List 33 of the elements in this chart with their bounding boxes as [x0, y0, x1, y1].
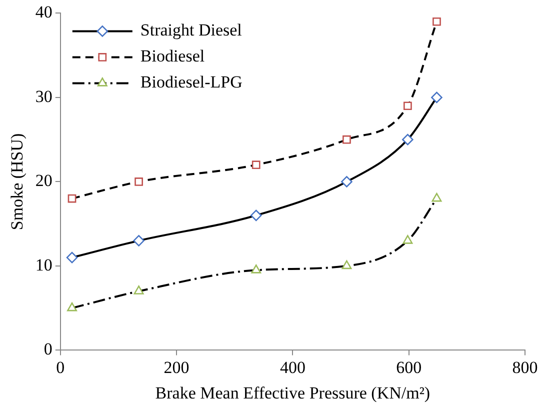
point	[68, 194, 76, 203]
point	[252, 160, 260, 170]
point	[251, 264, 262, 274]
y-tick-label: 10	[35, 255, 52, 274]
y-tick-label: 40	[35, 2, 52, 22]
x-axis-title: Brake Mean Effective Pressure (KN/m²)	[155, 383, 430, 402]
point	[134, 286, 144, 294]
legend-label: Straight Diesel	[140, 20, 242, 40]
y-tick-label: 30	[35, 86, 52, 106]
point	[432, 192, 442, 202]
point	[402, 134, 414, 146]
point	[404, 102, 412, 110]
point	[134, 178, 143, 186]
x-tick-label: 400	[280, 358, 306, 377]
point	[67, 302, 77, 312]
point	[342, 135, 351, 144]
point	[250, 210, 262, 222]
point	[431, 92, 442, 104]
point	[133, 235, 144, 246]
x-tick-label: 0	[56, 358, 65, 377]
x-tick-label: 200	[164, 358, 190, 377]
point	[66, 252, 78, 264]
legend-label: Biodiesel-LPG	[140, 72, 242, 92]
x-tick-label: 800	[512, 358, 538, 377]
y-tick-label: 20	[35, 171, 52, 190]
point	[402, 235, 413, 244]
y-tick-label: 0	[44, 340, 52, 359]
x-tick-label: 600	[396, 358, 422, 377]
point	[432, 17, 441, 26]
legend-label: Biodiesel	[140, 46, 205, 66]
point	[341, 176, 352, 188]
y-axis-title: Smoke (HSU)	[8, 133, 27, 230]
point	[342, 260, 352, 270]
